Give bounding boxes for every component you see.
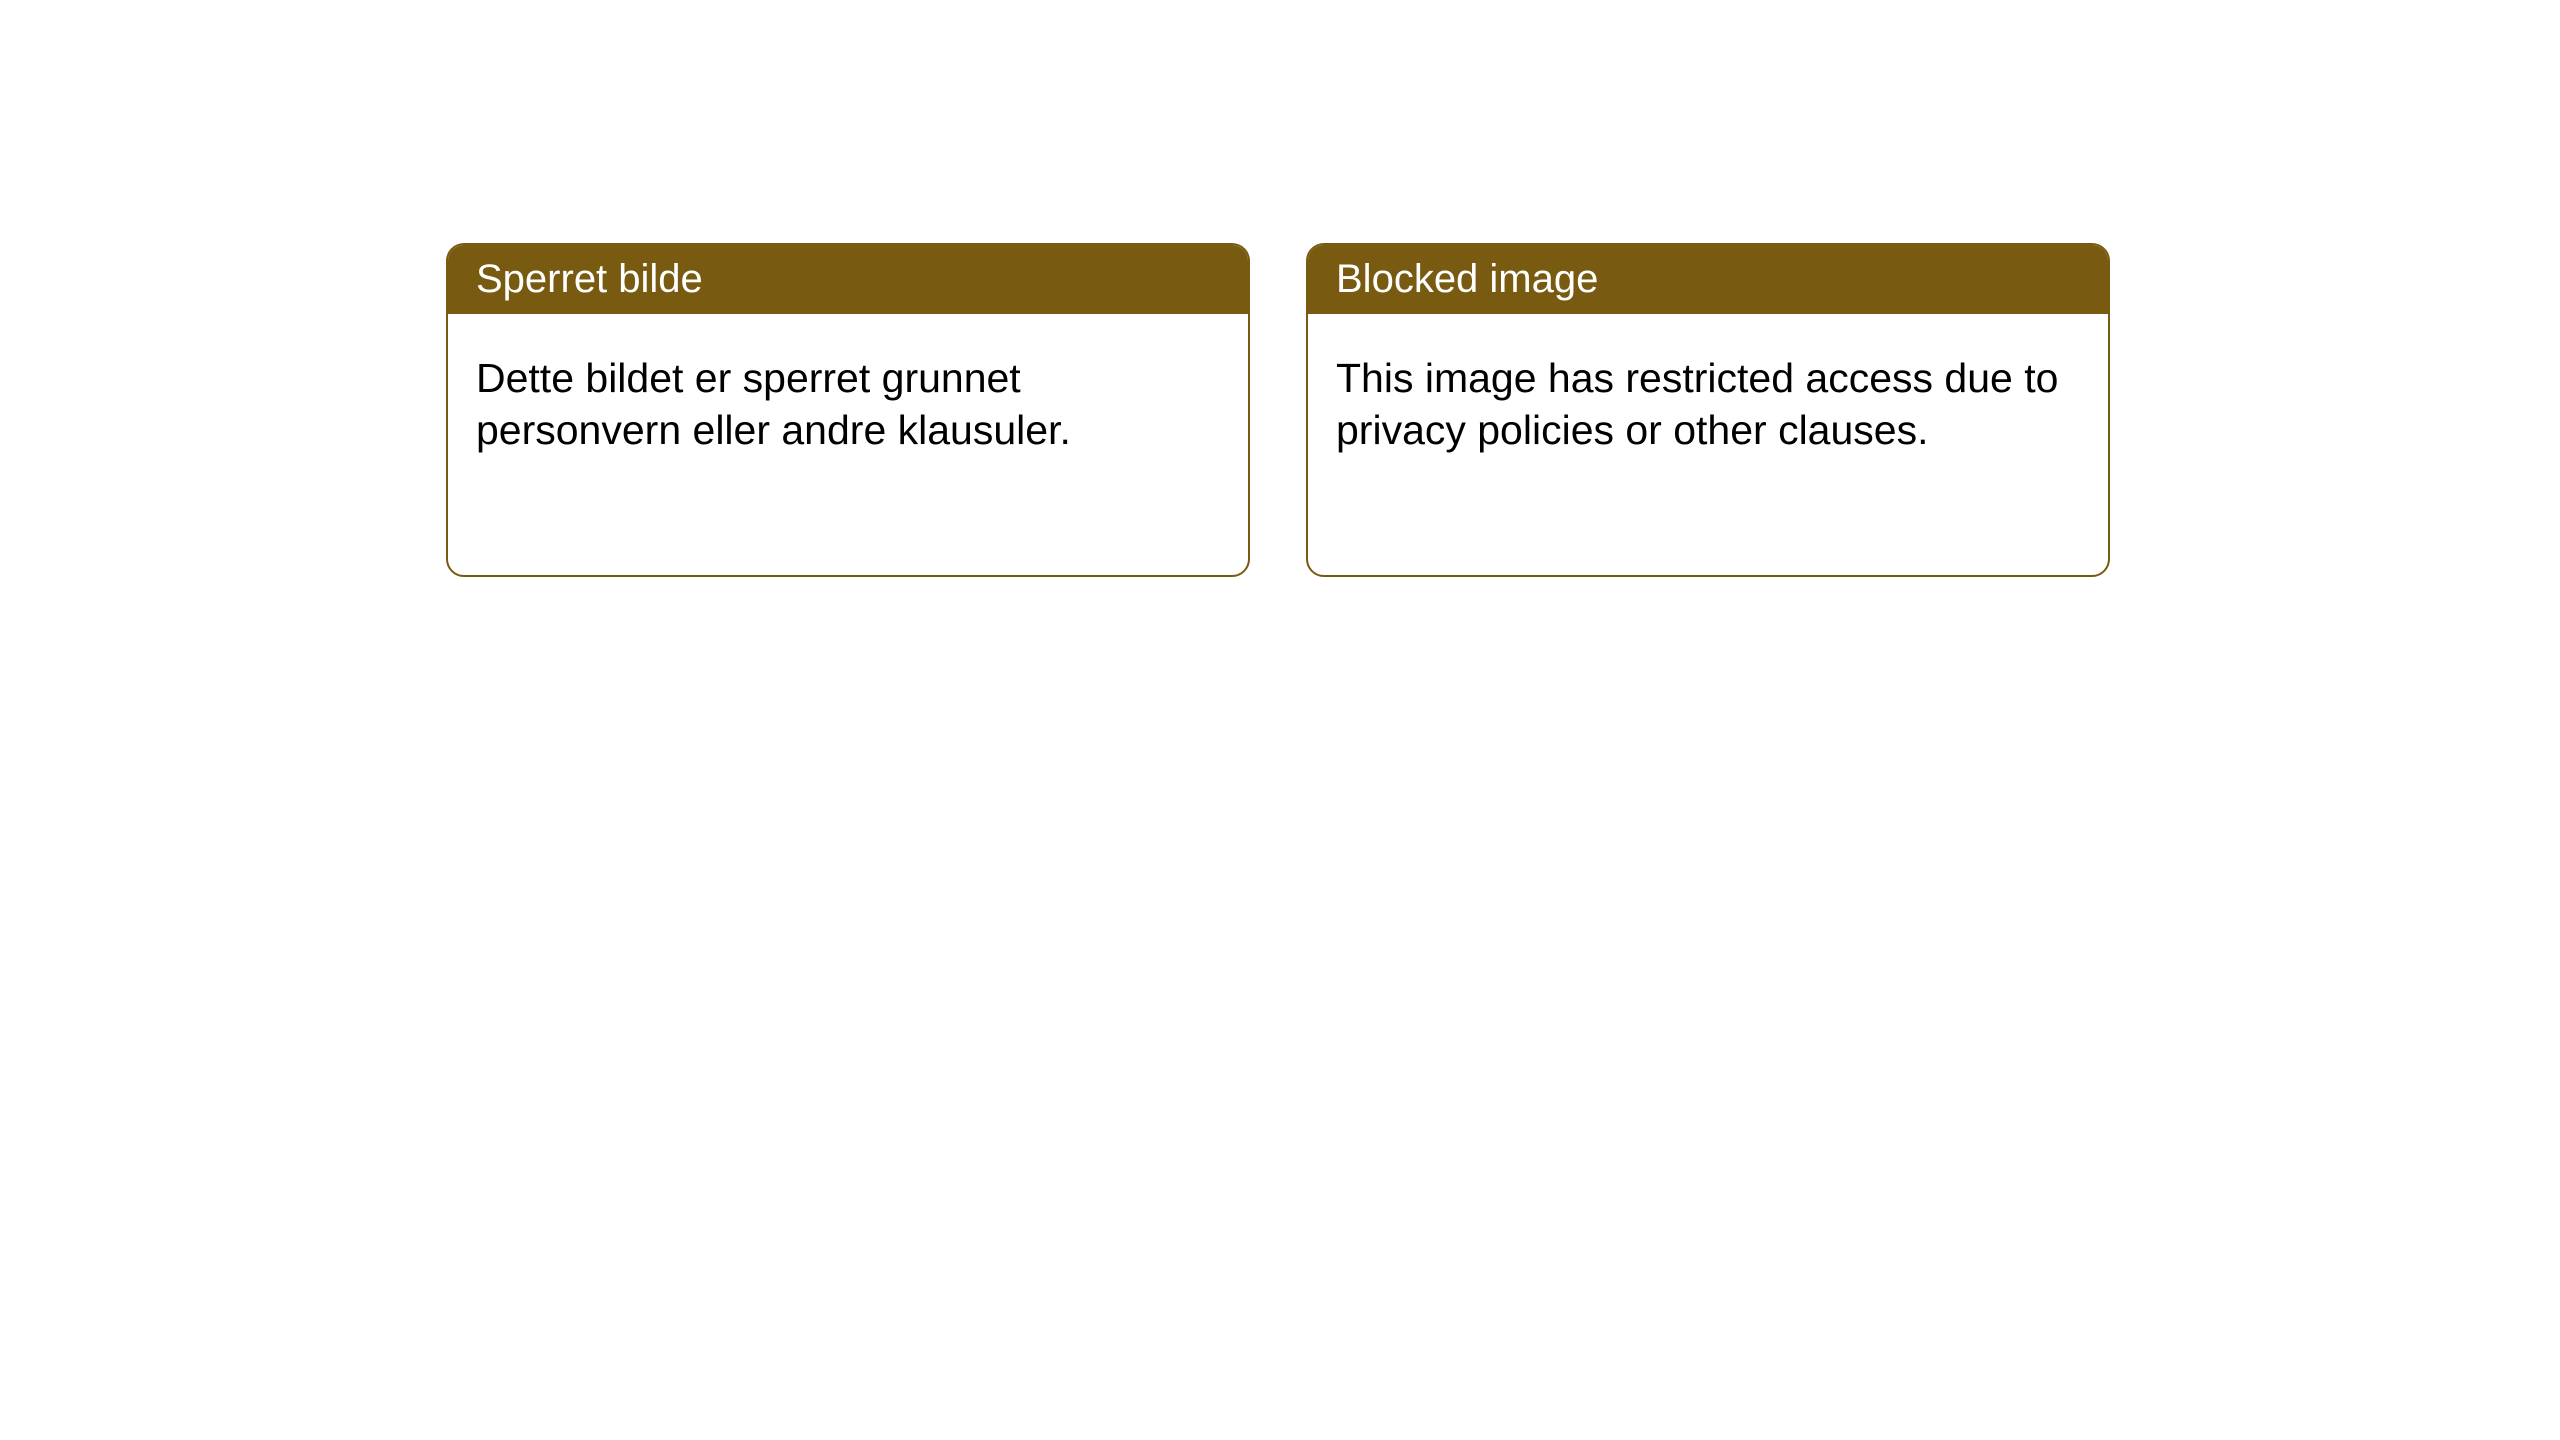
notice-container: Sperret bilde Dette bildet er sperret gr… [0, 0, 2560, 577]
notice-title: Sperret bilde [448, 245, 1248, 314]
notice-card-english: Blocked image This image has restricted … [1306, 243, 2110, 577]
notice-title: Blocked image [1308, 245, 2108, 314]
notice-body: Dette bildet er sperret grunnet personve… [448, 314, 1248, 495]
notice-card-norwegian: Sperret bilde Dette bildet er sperret gr… [446, 243, 1250, 577]
notice-body: This image has restricted access due to … [1308, 314, 2108, 495]
